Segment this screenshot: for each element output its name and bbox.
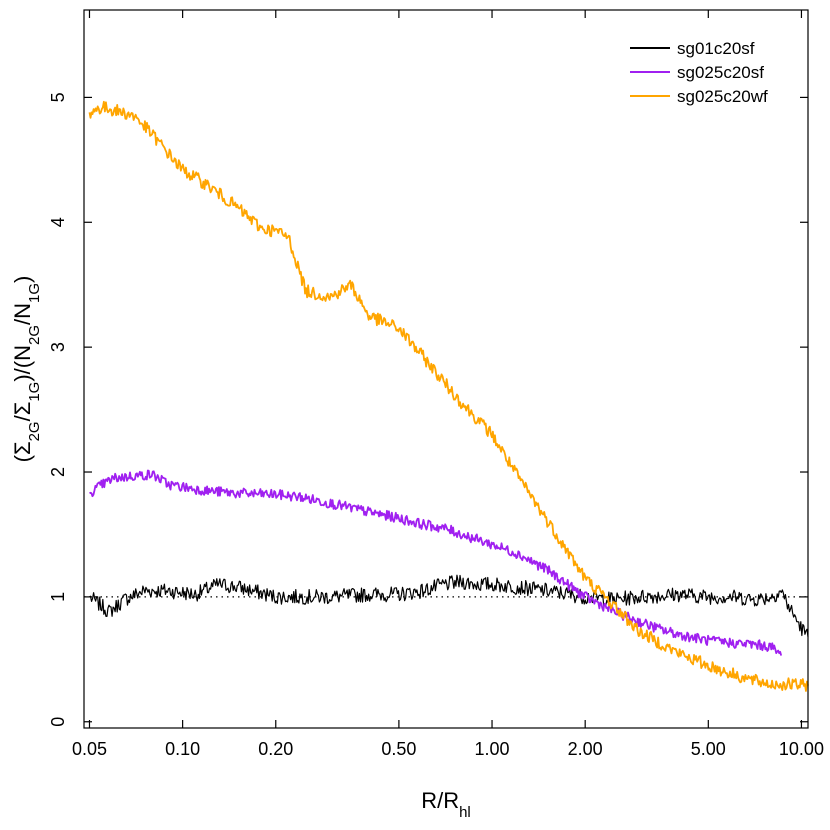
x-tick-label: 5.00 <box>691 739 726 759</box>
y-tick-label: 1 <box>48 592 68 602</box>
x-tick-label: 10.00 <box>779 739 824 759</box>
y-axis-title: (Σ2G/Σ1G)/(N2G/N1G) <box>10 276 43 463</box>
x-tick-label: 0.50 <box>381 739 416 759</box>
x-tick-label: 0.10 <box>165 739 200 759</box>
legend: sg01c20sf sg025c20sf sg025c20wf <box>630 39 768 106</box>
series-line-sg025c20sf <box>89 469 783 656</box>
series-line-sg025c20wf <box>88 100 809 692</box>
x-tick-label: 0.05 <box>72 739 107 759</box>
x-tick-label: 0.20 <box>258 739 293 759</box>
plot-frame <box>83 9 809 729</box>
series-line-sg01c20sf <box>89 574 809 637</box>
x-tick-label: 1.00 <box>475 739 510 759</box>
legend-label-sg025c20wf: sg025c20wf <box>677 87 768 106</box>
legend-label-sg025c20sf: sg025c20sf <box>677 63 764 82</box>
x-axis-title: R/Rhl <box>421 788 471 821</box>
x-tick-label: 2.00 <box>568 739 603 759</box>
y-tick-label: 5 <box>48 92 68 102</box>
legend-label-sg01c20sf: sg01c20sf <box>677 39 755 58</box>
y-tick-label: 2 <box>48 467 68 477</box>
y-tick-label: 3 <box>48 342 68 352</box>
y-tick-label: 0 <box>48 717 68 727</box>
axes: 0.05 0.10 0.20 0.50 1.00 2.00 5.00 10.00 0 1 2 3 4 5 R… <box>10 9 824 821</box>
plot-area <box>84 100 809 692</box>
y-tick-label: 4 <box>48 217 68 227</box>
